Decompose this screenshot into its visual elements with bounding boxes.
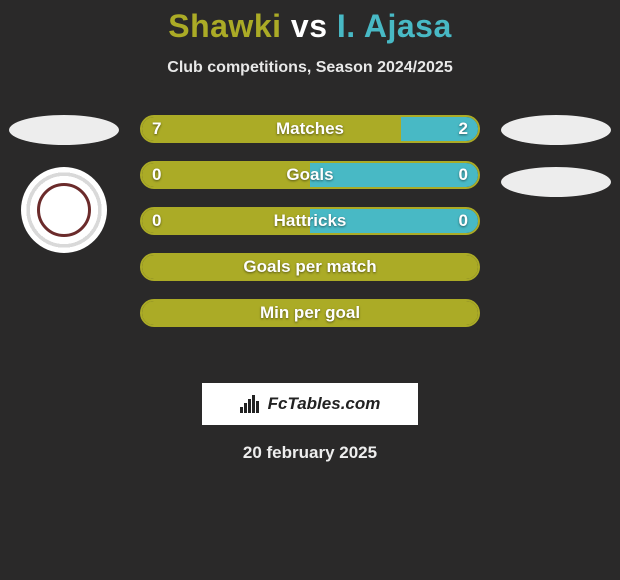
stat-bar: 00Hattricks (140, 207, 480, 235)
stat-label: Min per goal (142, 301, 478, 325)
stat-label: Hattricks (142, 209, 478, 233)
stat-bars: 72Matches 00Goals 00Hattricks Goals per mat… (140, 115, 480, 345)
player2-club-chip (501, 167, 611, 197)
date-label: 20 february 2025 (0, 443, 620, 463)
stat-bar: 00Goals (140, 161, 480, 189)
player2-avatar-chip (501, 115, 611, 145)
player1-avatar-chip (9, 115, 119, 145)
player2-column (496, 115, 616, 219)
player1-column (4, 115, 124, 253)
comparison-title: Shawki vs I. Ajasa (0, 0, 620, 45)
title-vs: vs (291, 8, 328, 44)
brand-logo-icon (240, 395, 262, 413)
stat-bar: 72Matches (140, 115, 480, 143)
player1-club-badge (21, 167, 107, 253)
brand-box: FcTables.com (202, 383, 418, 425)
comparison-arena: 72Matches 00Goals 00Hattricks Goals per mat… (0, 115, 620, 375)
player2-name: I. Ajasa (337, 8, 452, 44)
stat-label: Matches (142, 117, 478, 141)
player1-name: Shawki (168, 8, 281, 44)
subtitle: Club competitions, Season 2024/2025 (0, 59, 620, 77)
stat-bar: Goals per match (140, 253, 480, 281)
stat-label: Goals (142, 163, 478, 187)
brand-text: FcTables.com (268, 394, 381, 414)
stat-label: Goals per match (142, 255, 478, 279)
stat-bar: Min per goal (140, 299, 480, 327)
